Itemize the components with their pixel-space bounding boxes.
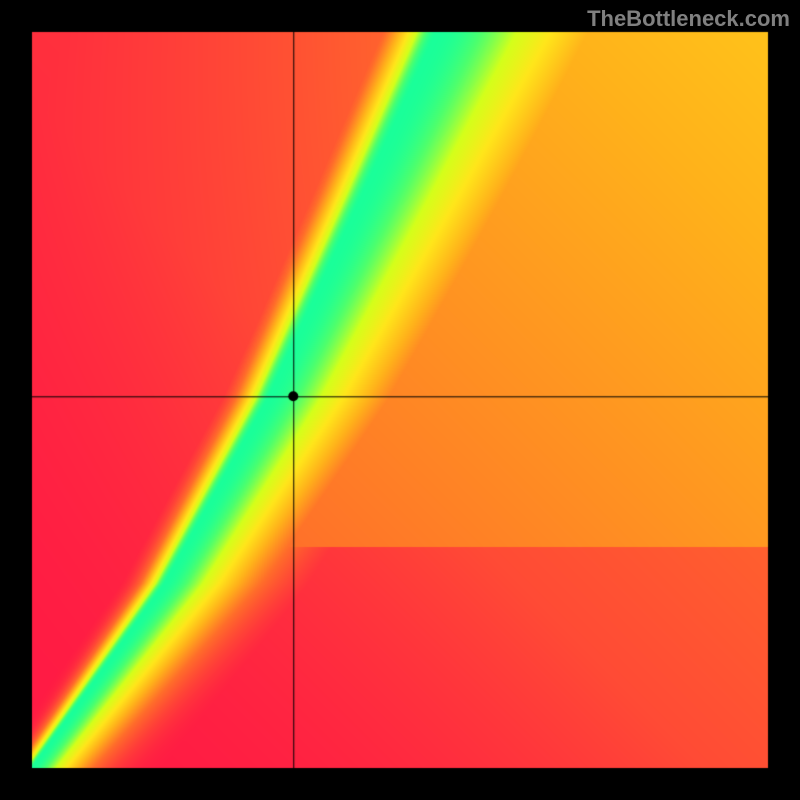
chart-container: TheBottleneck.com xyxy=(0,0,800,800)
watermark-text: TheBottleneck.com xyxy=(587,6,790,32)
heatmap-canvas xyxy=(0,0,800,800)
